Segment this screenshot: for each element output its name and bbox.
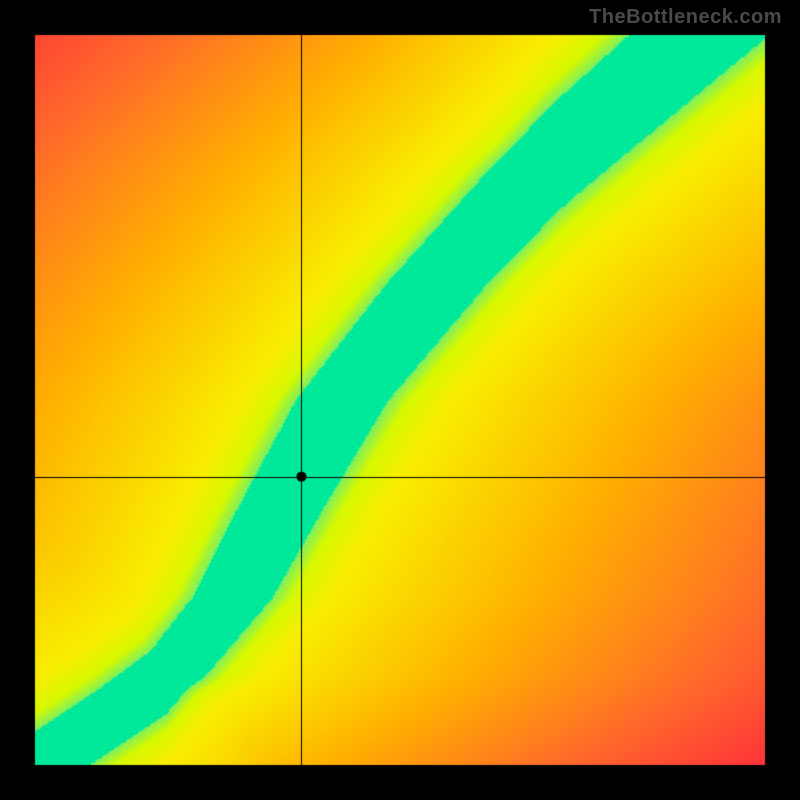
chart-container: TheBottleneck.com	[0, 0, 800, 800]
heatmap-canvas	[0, 0, 800, 800]
